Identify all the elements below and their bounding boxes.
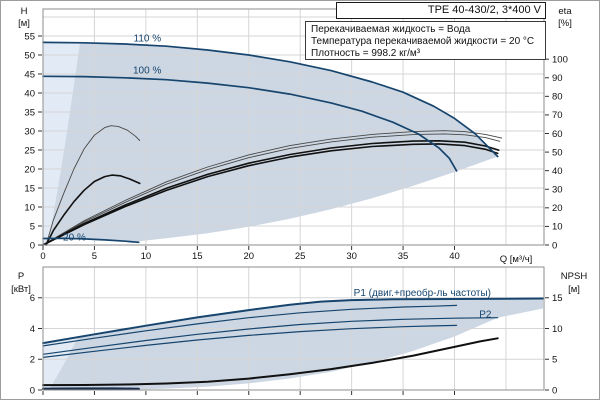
eta-pump-a-curve [42,130,503,246]
y-right-axis-title: [м] [568,284,580,295]
tick-label-right: 10 [552,324,563,335]
tick-label-x: 35 [398,251,409,262]
eta-pump-b-curve [42,133,501,246]
tick-label-right: 40 [552,166,563,177]
tick-label-left: 15 [24,183,35,194]
x-axis-title: Q [м³/ч] [500,254,533,265]
tick-label-left: 50 [24,50,35,61]
tick-label-x: 15 [192,251,203,262]
y-left-axis-title: [м] [18,18,30,29]
info-line-liquid: Перекачиваемая жидкость = Вода [311,24,471,35]
npsh-curve [42,337,499,387]
speed-110-curve [42,41,499,158]
y-left-axis-title: P [18,271,24,282]
tick-label-left: 35 [24,107,35,118]
tick-label-right: 60 [552,129,563,140]
p2-110-curve [42,317,499,355]
tick-label-x: 10 [141,251,152,262]
tick-label-left: 6 [30,293,35,304]
tick-label-x: 25 [295,251,306,262]
y-right-axis-title: eta [558,6,572,17]
tick-label-right: 5 [552,355,557,366]
tick-label-left: 40 [24,88,35,99]
tick-label-left: 30 [24,126,35,137]
pump-model-title: TPE 40-430/2, 3*400 V [427,4,541,16]
pump-model-title-box: TPE 40-430/2, 3*400 V [336,2,546,19]
tick-label-left: 45 [24,69,35,80]
tick-label-left: 20 [24,164,35,175]
power-envelope [43,298,543,390]
tick-label-x: 30 [346,251,357,262]
tick-label-right: 10 [552,222,563,233]
tick-label-left: 10 [24,202,35,213]
curve-label: P2 [479,309,492,320]
curve-label: P1 (двиг.+преобр-ль частоты) [354,287,491,299]
curve-label: 110 % [134,33,162,44]
y-left-axis-title: [кВт] [11,284,31,295]
tick-label-right: 50 [552,147,563,158]
eta-arc-thin-curve [45,125,141,246]
tick-label-right: 0 [552,240,557,251]
tick-label-x: 0 [40,251,45,262]
tick-label-right: 20 [552,203,563,214]
tick-label-right: 15 [552,293,563,304]
p2-100-curve [42,324,458,358]
tick-label-left: 4 [30,324,35,335]
tick-label-left: 2 [30,355,35,366]
y-right-axis-title: NPSH [561,271,588,282]
eta-arc-thick-curve [45,174,141,246]
eta-total-a-curve [42,140,500,246]
tick-label-right: 0 [552,385,557,396]
tick-label-right: 100 [552,54,568,65]
tick-label-left: 5 [30,221,35,232]
curve-label: 100 % [133,66,161,77]
info-line-density: Плотность = 998.2 кг/м³ [311,48,421,59]
speed-20-curve [42,237,140,244]
plot-frame [42,8,545,246]
curve-label: 20 % [63,232,86,243]
tick-label-x: 5 [92,251,97,262]
tick-label-left: 0 [30,385,35,396]
y-right-axis-title: [%] [558,18,572,29]
tick-label-right: 30 [552,185,563,196]
info-line-temperature: Температура перекачиваемой жидкости = 20… [311,36,535,47]
tick-label-x: 40 [449,251,460,262]
speed-100-curve [42,75,458,172]
tick-label-right: 90 [552,73,563,84]
plot-frame [42,266,545,391]
chart-pq: P1 (двиг.+преобр-ль частоты) P2 0 2 4 6 0 5 10 15… [11,266,588,396]
tick-label-right: 70 [552,110,563,121]
tick-label-right: 80 [552,92,563,103]
tick-label-left: 25 [24,145,35,156]
y-left-axis-title: H [21,6,28,17]
eta-total-b-curve [42,143,499,246]
tick-label-left: 55 [24,31,35,42]
tick-label-x: 20 [243,251,254,262]
tick-label-left: 0 [30,240,35,251]
p1-110-curve [42,297,544,345]
liquid-info-box: Перекачиваемая жидкость = Вода Температу… [305,21,546,60]
p1-100-curve [42,304,458,347]
